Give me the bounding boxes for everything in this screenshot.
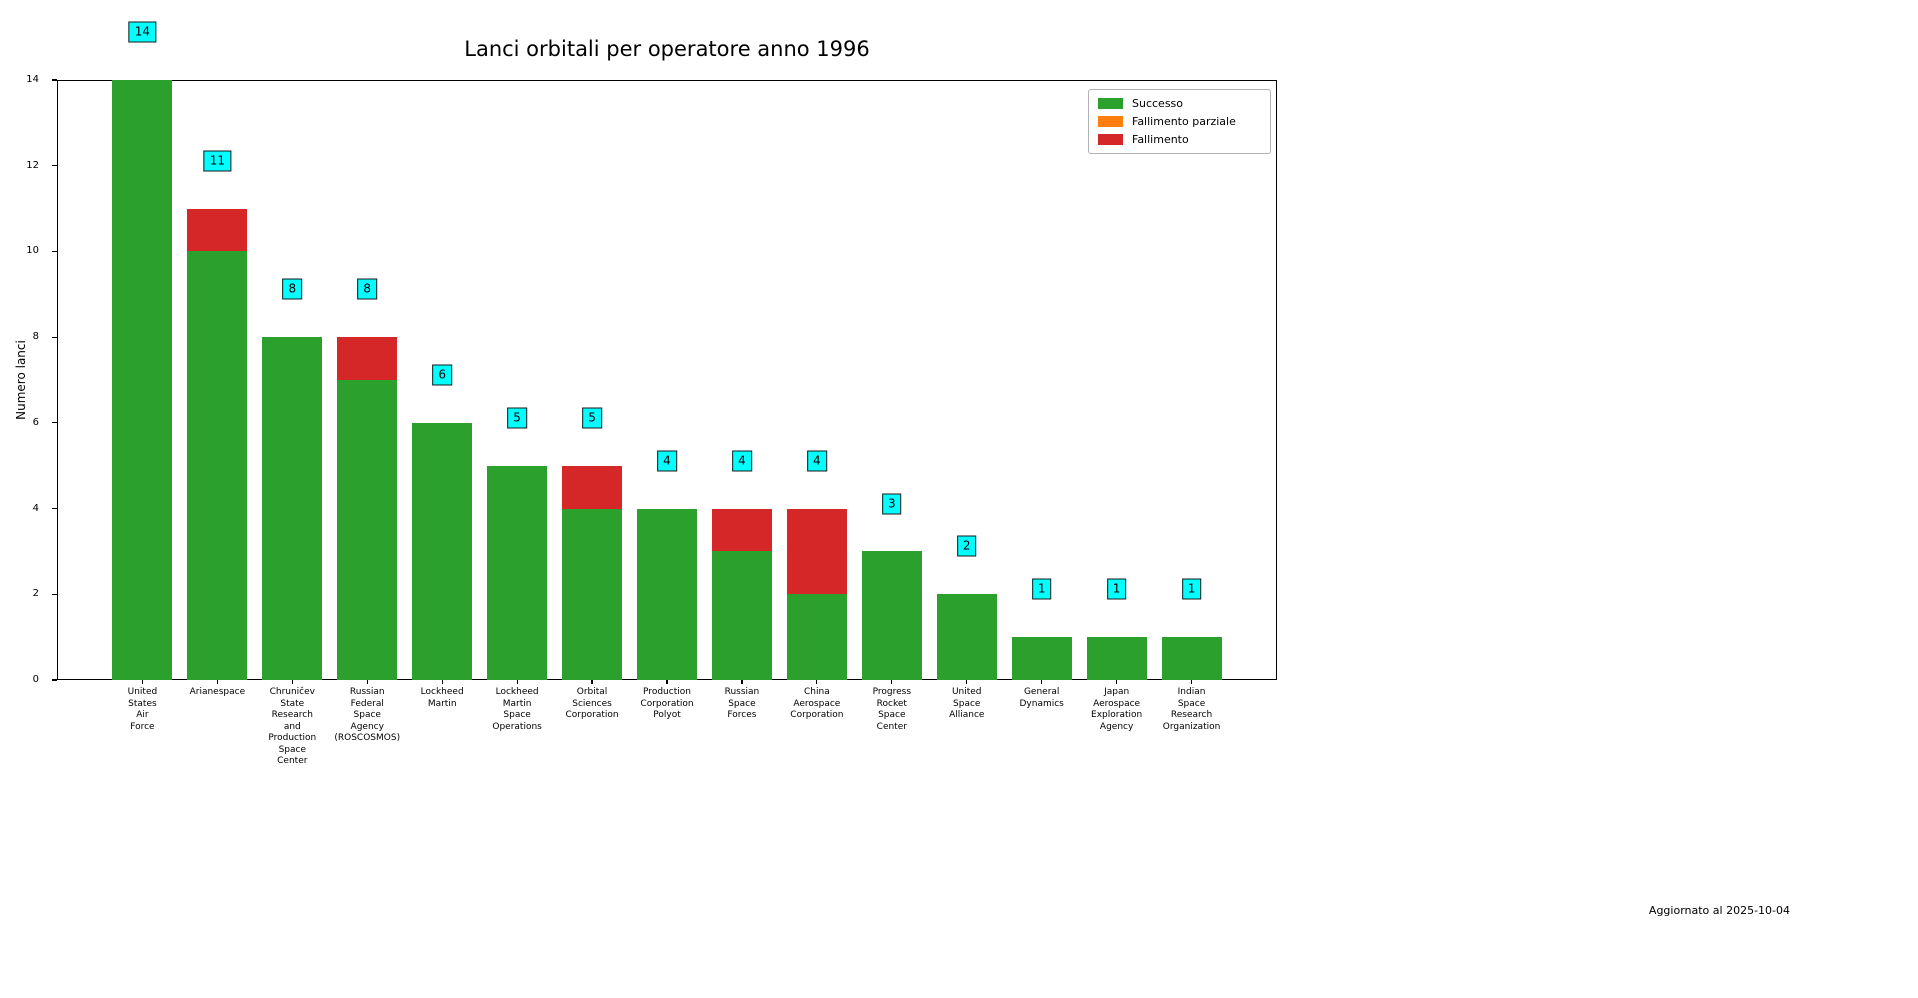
- bar-value-label: 6: [432, 364, 452, 386]
- x-tick-label: General Dynamics: [1019, 687, 1064, 709]
- x-tick-mark: [1041, 680, 1043, 684]
- x-tick-mark: [966, 680, 968, 684]
- bar-segment: [1086, 637, 1147, 680]
- legend-item: Fallimento: [1098, 133, 1261, 146]
- x-tick-mark: [1116, 680, 1118, 684]
- legend-label: Fallimento parziale: [1132, 115, 1236, 128]
- bar-segment: [1011, 637, 1072, 680]
- bar-segment: [337, 337, 398, 380]
- y-tick-mark: [52, 593, 57, 595]
- x-tick-mark: [1190, 680, 1193, 684]
- bar-segment: [112, 80, 173, 680]
- bar-segment: [637, 508, 697, 680]
- bar-segment: [711, 508, 772, 552]
- bar-value-label: 8: [282, 278, 303, 300]
- legend-label: Successo: [1132, 97, 1184, 110]
- bar-value-label: 1: [1181, 578, 1202, 600]
- y-tick-mark: [52, 507, 57, 510]
- bar-segment: [487, 465, 548, 680]
- x-tick-label: China Aerospace Corporation: [790, 687, 844, 720]
- legend-item: Successo: [1098, 97, 1261, 110]
- x-tick-label: Russian Space Forces: [724, 687, 760, 720]
- bar-value-label: 4: [657, 450, 677, 472]
- x-tick-mark: [291, 680, 293, 684]
- x-tick-mark: [366, 680, 368, 684]
- bar-value-label: 3: [881, 493, 902, 515]
- x-tick-mark: [591, 680, 593, 684]
- x-tick-mark: [441, 680, 443, 684]
- y-axis-label: Numero lanci: [14, 340, 28, 420]
- bar-segment: [412, 422, 473, 680]
- y-tick-label: 14: [26, 74, 39, 85]
- x-tick-label: Lockheed Martin: [420, 687, 464, 709]
- x-tick-label: United Space Alliance: [949, 687, 985, 720]
- bar-segment: [562, 508, 623, 680]
- x-tick-mark: [891, 680, 893, 684]
- x-tick-mark: [816, 680, 818, 684]
- y-tick-mark: [52, 79, 57, 81]
- x-tick-label: Orbital Sciences Corporation: [565, 687, 619, 720]
- bar-segment: [262, 337, 323, 680]
- x-tick-label: Russian Federal Space Agency (ROSCOSMOS): [334, 687, 401, 743]
- y-tick-label: 2: [32, 588, 39, 600]
- bar-value-label: 11: [203, 150, 231, 172]
- bar-segment: [711, 551, 772, 680]
- chart-title: Lanci orbitali per operatore anno 1996: [464, 37, 870, 61]
- bar-value-label: 2: [956, 535, 977, 557]
- bar-segment: [187, 208, 248, 252]
- bar-value-label: 4: [807, 450, 827, 472]
- bar-value-label: 5: [582, 407, 602, 429]
- bar-value-label: 4: [732, 450, 752, 472]
- bar-segment: [1161, 637, 1222, 680]
- footer-note: Aggiornato al 2025-10-04: [1648, 904, 1790, 917]
- bar-segment: [562, 465, 623, 509]
- x-tick-label: Production Corporation Polyot: [640, 687, 694, 720]
- y-tick-mark: [52, 165, 57, 167]
- legend: Successo Fallimento parziale Fallimento: [1088, 89, 1271, 154]
- x-tick-label: Chruničev State Research and Production …: [268, 687, 317, 766]
- bar-segment: [786, 594, 847, 680]
- x-tick-mark: [216, 680, 218, 684]
- legend-swatch: [1098, 134, 1123, 145]
- x-tick-label: United States Air Force: [127, 687, 158, 732]
- legend-swatch: [1098, 98, 1123, 109]
- bar-value-label: 5: [507, 407, 527, 429]
- bar-segment: [187, 251, 248, 680]
- bar-value-label: 14: [128, 21, 157, 43]
- y-tick-label: 4: [32, 502, 39, 514]
- y-tick-label: 10: [26, 245, 39, 257]
- y-tick-label: 8: [32, 331, 39, 343]
- x-tick-label: Progress Rocket Space Center: [872, 687, 912, 732]
- bar-segment: [936, 594, 997, 680]
- y-tick-label: 12: [26, 159, 39, 171]
- y-tick-label: 6: [32, 416, 39, 428]
- x-tick-mark: [741, 680, 743, 684]
- y-tick-mark: [52, 336, 57, 338]
- bar-segment: [861, 551, 922, 680]
- legend-swatch: [1098, 116, 1123, 127]
- bar-value-label: 1: [1106, 578, 1127, 600]
- bar-value-label: 8: [357, 278, 378, 300]
- x-tick-label: Lockheed Martin Space Operations: [492, 687, 542, 732]
- bar-segment: [786, 508, 847, 595]
- x-tick-label: Indian Space Research Organization: [1162, 687, 1221, 732]
- x-tick-mark: [141, 680, 144, 684]
- legend-item: Fallimento parziale: [1098, 115, 1261, 128]
- bar-segment: [337, 380, 398, 680]
- y-tick-mark: [52, 679, 57, 681]
- bar-value-label: 1: [1031, 578, 1052, 600]
- x-tick-mark: [666, 680, 668, 684]
- y-tick-mark: [52, 250, 57, 253]
- y-tick-mark: [52, 422, 57, 424]
- legend-label: Fallimento: [1132, 133, 1189, 146]
- x-tick-mark: [516, 680, 518, 684]
- y-tick-label: 0: [32, 674, 39, 685]
- x-tick-label: Japan Aerospace Exploration Agency: [1091, 687, 1143, 732]
- x-tick-label: Arianespace: [189, 687, 246, 697]
